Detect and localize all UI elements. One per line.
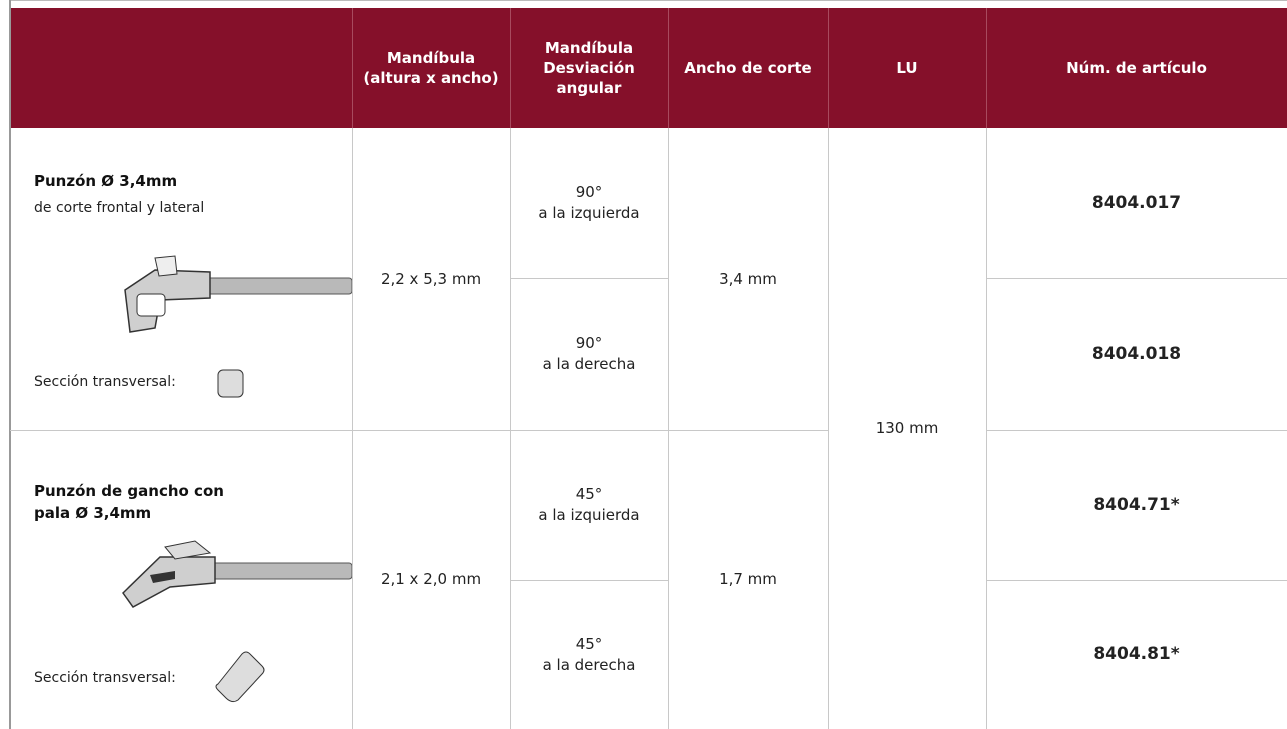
header-sep [352,8,353,128]
header-cell: Ancho de corte [668,8,828,128]
grid-line [986,128,987,729]
direction: a la derecha [542,355,636,373]
lu: 130 mm [875,419,939,437]
article: 8404.017 [1091,192,1182,213]
left-border [9,0,11,729]
angle-cell: 45° a la derecha [510,580,668,729]
angle-cell: 90° a la izquierda [510,128,668,278]
grid-line [828,128,829,729]
grid-line [510,278,668,279]
header-text: Núm. de artículo [1066,59,1207,77]
header-text: Mandíbula (altura x ancho) [363,49,499,87]
angle: 90° [575,183,603,201]
grid-line [986,580,1287,581]
header-text: LU [896,59,918,77]
header-cell: LU [828,8,986,128]
angle-cell: 45° a la izquierda [510,430,668,580]
grid-line [986,278,1287,279]
grid-line [510,580,668,581]
article-cell: 8404.81* [986,580,1287,729]
grid-line [668,128,669,729]
header-sep [510,8,511,128]
cut-width: 1,7 mm [719,570,777,588]
angle: 45° [575,634,603,653]
article: 8404.71* [1093,494,1180,515]
grid-line [352,128,353,729]
header-band [10,8,1287,128]
grid-line [510,128,511,729]
header-text: Ancho de corte [684,59,812,77]
cut-cell: 3,4 mm [668,128,828,430]
article: 8404.018 [1091,343,1182,364]
instrument-image [122,540,352,608]
cut-cell: 1,7 mm [668,430,828,729]
angle-cell: 90° a la derecha [510,278,668,430]
article: 8404.81* [1093,644,1180,664]
jaw: 2,2 x 5,3 mm [380,269,482,288]
jaw: 2,1 x 2,0 mm [380,570,482,588]
lu-cell: 130 mm [828,128,986,729]
direction: a la izquierda [538,204,640,222]
header-sep [668,8,669,128]
article-cell: 8404.71* [986,430,1287,580]
grid-line [986,430,1287,431]
angle: 90° [575,334,603,352]
header-sep [828,8,829,128]
product-name: Punzón Ø 3,4mm [34,172,178,190]
top-strip [10,0,1287,9]
article-cell: 8404.018 [986,278,1287,430]
header-sep [986,8,987,128]
product-description: de corte frontal y lateral [34,200,205,216]
header-cell: Mandíbula Desviación angular [510,8,668,128]
article-cell: 8404.017 [986,128,1287,278]
grid-line [10,430,828,431]
instrument-image [124,255,352,333]
direction: a la derecha [542,655,636,674]
header-cell: Núm. de artículo [986,8,1287,128]
product-name: Punzón de gancho con pala Ø 3,4mm [34,482,224,522]
cross-section-icon [215,651,265,703]
header-text: Mandíbula Desviación angular [543,39,635,97]
jaw-cell: 2,2 x 5,3 mm [352,128,510,430]
cross-section-icon [217,369,244,398]
cut-width: 3,4 mm [719,269,777,288]
direction: a la izquierda [538,506,640,524]
cross-section-label: Sección transversal: [34,670,176,686]
angle: 45° [575,485,603,503]
header-cell: Mandíbula (altura x ancho) [352,8,510,128]
jaw-cell: 2,1 x 2,0 mm [352,430,510,729]
cross-section-label: Sección transversal: [34,374,176,390]
